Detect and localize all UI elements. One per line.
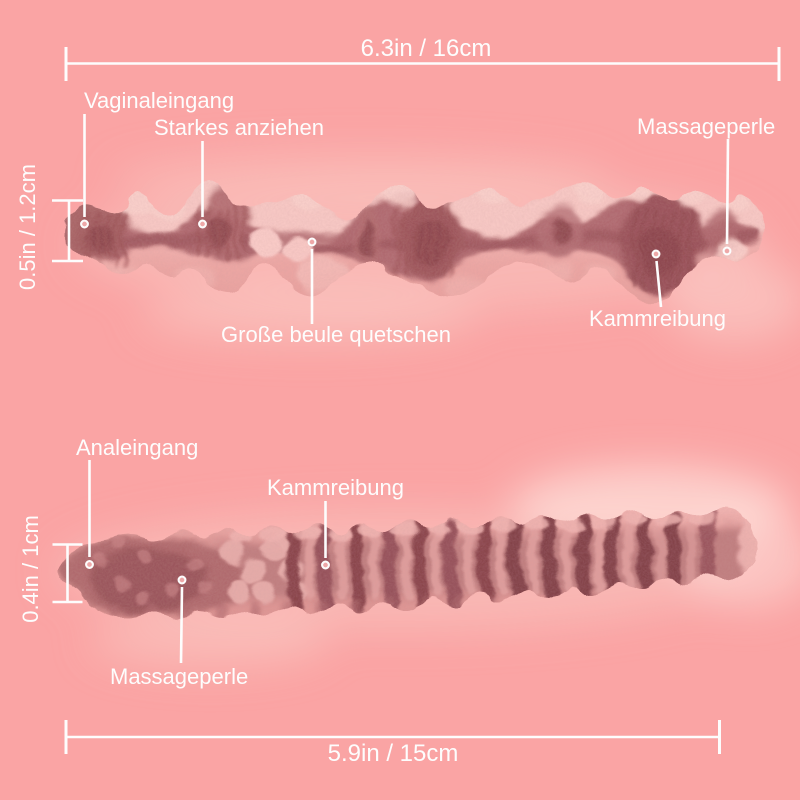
svg-text:Große beule quetschen: Große beule quetschen (221, 322, 451, 347)
svg-text:5.9in / 15cm: 5.9in / 15cm (328, 740, 459, 767)
svg-text:Massageperle: Massageperle (110, 664, 248, 689)
svg-text:Kammreibung: Kammreibung (267, 475, 404, 500)
svg-text:6.3in / 16cm: 6.3in / 16cm (361, 35, 492, 62)
svg-text:Vaginaleingang: Vaginaleingang (84, 88, 234, 113)
svg-text:Analeingang: Analeingang (76, 435, 198, 460)
svg-text:Kammreibung: Kammreibung (589, 306, 726, 331)
svg-text:0.4in / 1cm: 0.4in / 1cm (18, 515, 43, 623)
svg-text:0.5in / 1.2cm: 0.5in / 1.2cm (15, 164, 40, 290)
svg-text:Massageperle: Massageperle (637, 114, 775, 139)
svg-text:Starkes anziehen: Starkes anziehen (154, 115, 324, 140)
